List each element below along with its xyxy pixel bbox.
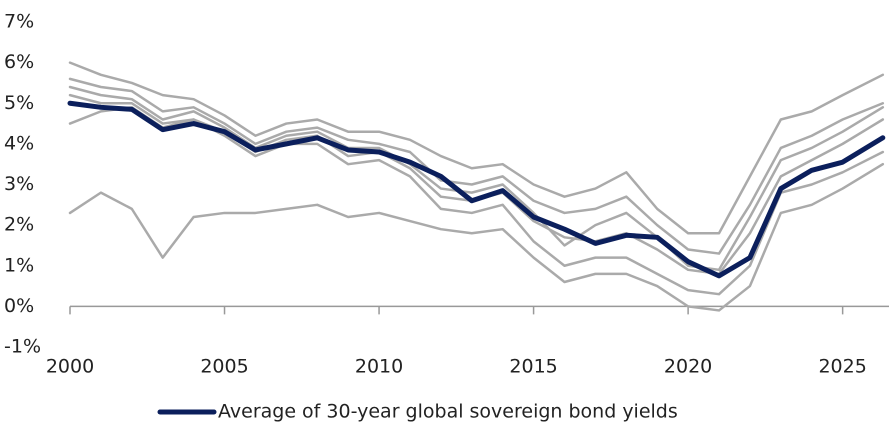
yield-line <box>68 162 885 312</box>
y-tick-label: 7% <box>4 11 34 33</box>
x-tick-label: 2005 <box>200 356 248 378</box>
y-tick-label: 4% <box>4 132 34 154</box>
y-tick-label: 1% <box>4 254 34 276</box>
y-tick-label: 3% <box>4 173 34 195</box>
y-tick-label: 5% <box>4 92 34 114</box>
x-tick-label: 2020 <box>664 356 712 378</box>
average-line <box>67 100 886 279</box>
legend-label: Average of 30-year global sovereign bond… <box>218 401 678 423</box>
y-tick-label: -1% <box>4 336 41 358</box>
yield-line <box>68 85 885 272</box>
yield-line <box>68 77 885 255</box>
yield-line <box>68 61 885 235</box>
x-tick-label: 2025 <box>818 356 866 378</box>
y-tick-label: 0% <box>4 295 34 317</box>
x-tick-label: 2015 <box>509 356 557 378</box>
x-tick-label: 2010 <box>355 356 403 378</box>
x-tick-label: 2000 <box>46 356 94 378</box>
y-tick-label: 2% <box>4 214 34 236</box>
y-tick-label: 6% <box>4 51 34 73</box>
